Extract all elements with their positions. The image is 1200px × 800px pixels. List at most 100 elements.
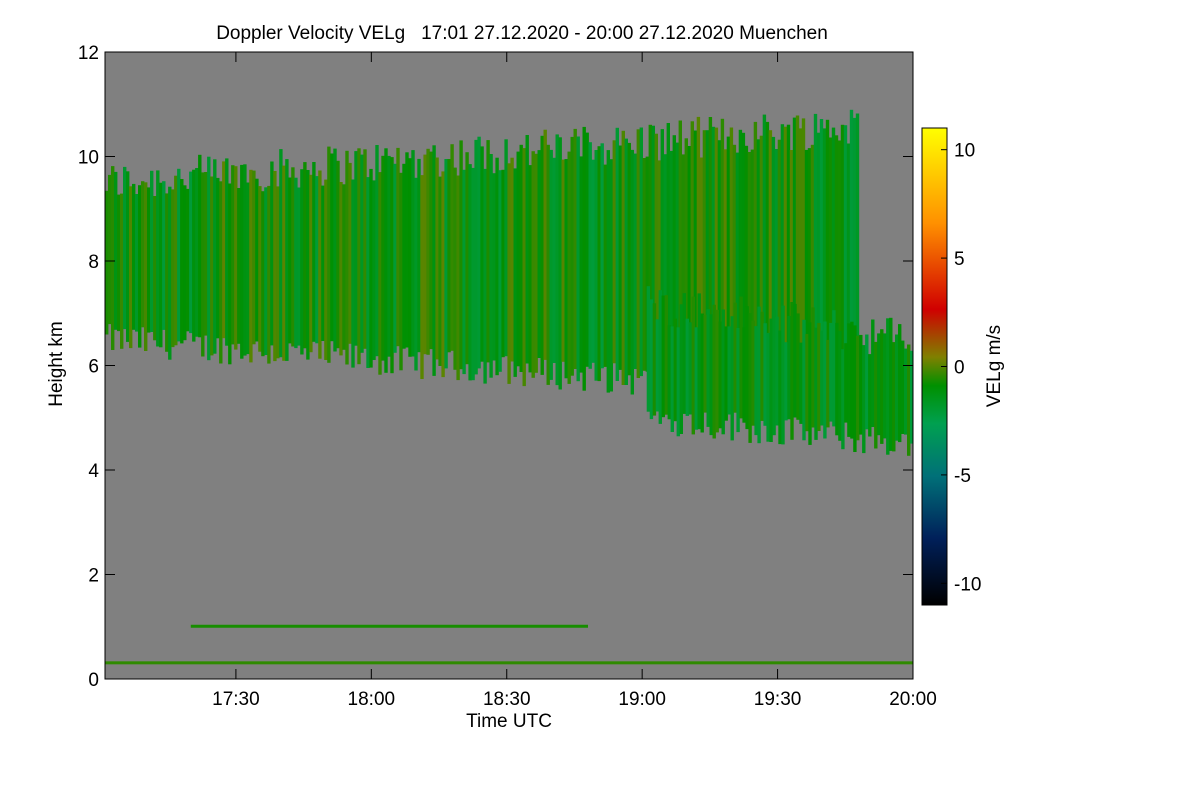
echo-column [756,139,761,395]
echo-column [333,148,337,352]
echo-column [381,155,385,361]
echo-column [618,145,622,370]
echo-column [814,327,818,440]
echo-column [330,153,334,342]
echo-column [504,139,508,357]
echo-column [285,159,289,361]
colorbar-tick-label: -5 [954,466,971,487]
echo-column [738,129,743,386]
echo-column [216,177,220,339]
echo-column [642,158,646,371]
echo-column [192,169,196,342]
echo-column [300,169,304,355]
echo-column [462,169,466,375]
echo-column [784,342,788,421]
echo-column [781,305,785,445]
echo-column [886,318,890,455]
echo-column [198,154,202,338]
echo-column [531,151,535,378]
echo-cloud-2 [646,286,913,456]
echo-column [789,150,794,401]
echo-column [745,306,749,430]
echo-column [754,326,758,436]
echo-column [183,185,187,341]
echo-column [576,136,580,382]
echo-column [264,187,268,355]
echo-column [855,113,860,395]
echo-column [874,341,878,449]
echo-column [120,193,124,349]
echo-column [786,124,791,401]
echo-column [705,130,710,374]
x-tick-label: 20:00 [889,689,937,710]
echo-column [801,118,806,388]
echo-column [405,152,409,348]
echo-column [853,325,857,452]
echo-column [675,142,679,385]
echo-column [774,149,779,404]
echo-column [426,148,430,355]
echo-column [414,177,418,371]
echo-column [231,165,235,345]
echo-column [570,136,574,376]
echo-column [303,162,307,349]
layer-band [190,624,588,628]
echo-layer-4 [105,661,913,665]
echo-column [327,146,331,363]
echo-column [138,185,142,348]
radar-echoes [105,109,913,665]
echo-column [165,193,169,352]
echo-column [588,142,592,369]
echo-column [850,321,854,439]
chart-title: Doppler Velocity VELg 17:01 27.12.2020 -… [216,23,828,44]
echo-column [720,118,725,375]
echo-column [780,124,785,396]
y-tick-label: 8 [88,252,99,273]
echo-column [765,121,770,378]
echo-column [732,144,737,375]
echo-column [751,320,755,426]
echo-column [393,163,397,353]
echo-column [753,121,758,376]
echo-column [687,146,691,400]
echo-column [432,145,436,376]
echo-column [841,349,845,450]
echo-column [724,326,728,421]
echo-column [645,156,649,372]
echo-column [624,138,628,385]
echo-column [345,150,349,365]
echo-column [672,135,676,379]
echo-column [822,128,827,403]
echo-column [372,180,376,360]
echo-column [849,109,854,411]
echo-column [315,176,319,344]
echo-column [795,115,800,380]
echo-column [156,170,160,347]
echo-column [546,144,550,385]
echo-column [862,345,866,454]
echo-column [537,150,541,358]
echo-column [210,176,214,356]
echo-column [543,129,547,360]
echo-column [868,354,872,437]
echo-column [723,149,728,386]
echo-column [258,186,262,352]
colorbar-tick-label: 10 [954,141,975,162]
echo-column [676,327,680,437]
echo-column [309,174,313,353]
echo-column [802,319,806,441]
echo-column [703,314,707,413]
echo-column [567,151,571,384]
echo-column [661,295,665,418]
echo-column [516,151,520,367]
plot-area [105,52,913,679]
echo-column [306,170,310,360]
echo-column [480,146,484,362]
echo-column [459,140,463,370]
echo-column [555,134,559,386]
echo-column [621,130,625,385]
echo-column [579,156,583,373]
echo-column [777,139,782,382]
echo-column [852,117,857,403]
echo-column [823,321,827,439]
